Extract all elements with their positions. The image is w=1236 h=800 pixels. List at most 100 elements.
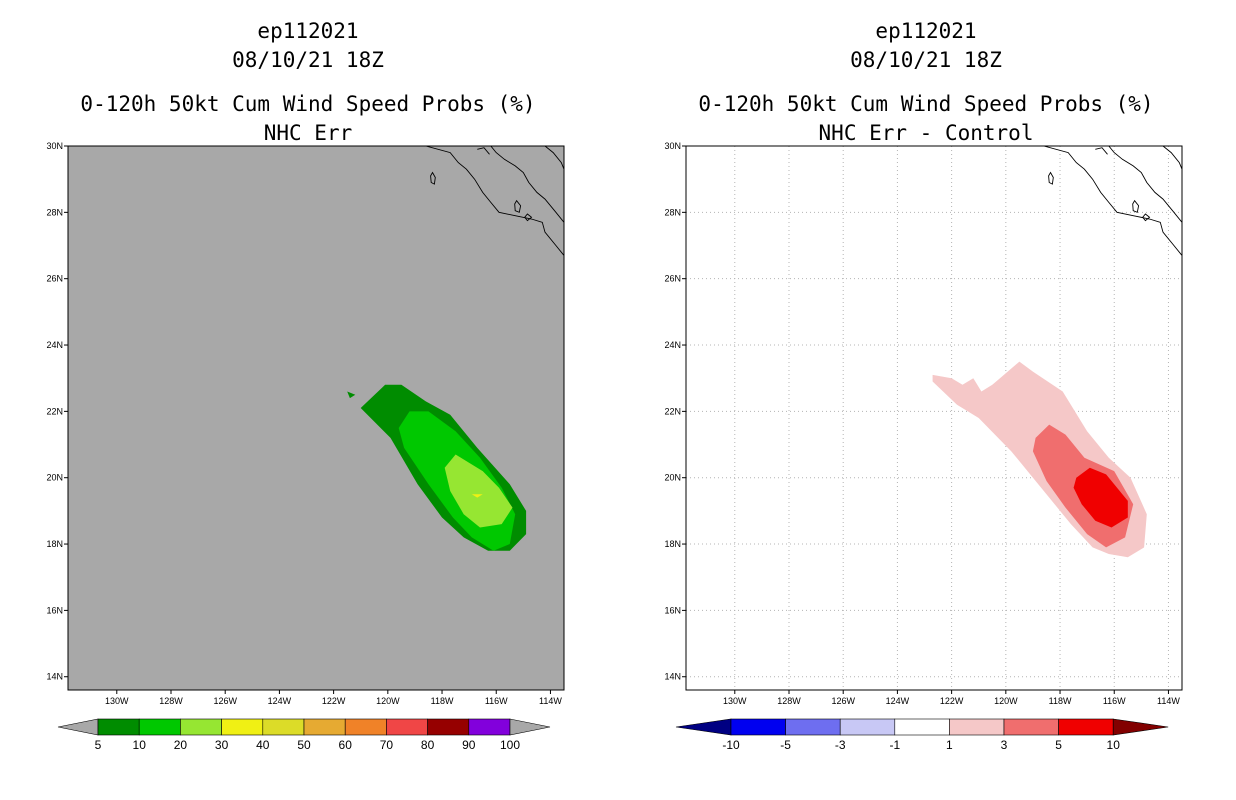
right-coastline-3 <box>1162 146 1182 170</box>
right-colorbar-label-3: -1 <box>889 738 900 752</box>
left-colorbar-cell-4 <box>262 718 305 736</box>
left-colorbar-cell-9 <box>468 718 511 736</box>
right-map-content <box>686 146 1182 690</box>
right-colorbar-cell-4 <box>949 718 1005 736</box>
left-map-background <box>68 146 564 690</box>
left-ytick-label-22N: 22N <box>46 406 63 416</box>
right-colorbar-label-2: -3 <box>835 738 846 752</box>
right-ytick-label-16N: 16N <box>664 605 681 615</box>
left-colorbar-label-4: 40 <box>256 738 270 752</box>
left-probability-map: 130W 128W 126W 124W 122W 120W 118W 116W 114W 14N 1… <box>46 141 565 752</box>
left-colorbar-cell-5 <box>303 718 346 736</box>
right-datetime: 08/10/21 18Z <box>850 48 1002 72</box>
right-ytick-label-22N: 22N <box>664 406 681 416</box>
right-colorbar-cell-3 <box>894 718 950 736</box>
left-coastline-1 <box>490 146 564 223</box>
left-ytick-label-30N: 30N <box>46 141 63 151</box>
right-colorbar-label-1: -5 <box>780 738 791 752</box>
right-colorbar-right-arrow <box>1112 718 1169 736</box>
right-ytick-label-20N: 20N <box>664 473 681 483</box>
left-colorbar-label-10: 100 <box>500 738 520 752</box>
left-colorbar-label-2: 20 <box>174 738 188 752</box>
left-ytick-label-24N: 24N <box>46 340 63 350</box>
right-island-0 <box>1048 171 1054 185</box>
left-colorbar-label-0: 5 <box>95 738 102 752</box>
right-island-2 <box>1142 213 1151 222</box>
left-colorbar-label-6: 60 <box>339 738 353 752</box>
right-map-frame <box>685 145 1183 691</box>
left-ytick-label-26N: 26N <box>46 274 63 284</box>
left-xtick-label-118W: 118W <box>431 696 454 706</box>
right-xtick-label-114W: 114W <box>1157 696 1180 706</box>
left-map-content <box>347 146 564 551</box>
right-difference-map: 130W 128W 126W 124W 122W 120W 118W 116W 114W 14N 1… <box>664 141 1183 752</box>
left-island-2 <box>524 213 533 222</box>
right-xtick-label-118W: 118W <box>1049 696 1072 706</box>
right-colorbar-cell-5 <box>1003 718 1059 736</box>
right-case-id: ep112021 <box>875 19 977 43</box>
right-ytick-label-30N: 30N <box>664 141 681 151</box>
right-xtick-label-128W: 128W <box>777 696 801 706</box>
left-colorbar-cell-7 <box>386 718 428 736</box>
right-colorbar-label-4: 1 <box>946 738 953 752</box>
left-colorbar-left-arrow <box>57 718 99 736</box>
right-ytick-label-28N: 28N <box>664 207 681 217</box>
left-product-title: 0-120h 50kt Cum Wind Speed Probs (%) <box>80 92 536 116</box>
left-coastline-2 <box>477 147 490 155</box>
left-map-frame <box>67 145 565 691</box>
right-coastline-0 <box>1043 146 1182 256</box>
left-xtick-label-126W: 126W <box>213 696 237 706</box>
left-colorbar-cell-0 <box>97 718 140 736</box>
left-colorbar: 5 10 20 30 40 50 60 70 80 90 100 <box>57 718 551 752</box>
left-colorbar-cell-8 <box>427 718 470 736</box>
left-colorbar-right-arrow <box>509 718 551 736</box>
right-colorbar-label-6: 5 <box>1055 738 1062 752</box>
left-ytick-label-18N: 18N <box>46 539 63 549</box>
left-colorbar-label-5: 50 <box>297 738 311 752</box>
right-colorbar-cell-0 <box>730 718 786 736</box>
right-xtick-label-122W: 122W <box>940 696 964 706</box>
left-datetime: 08/10/21 18Z <box>232 48 384 72</box>
left-colorbar-label-9: 90 <box>462 738 476 752</box>
right-subtitle: NHC Err - Control <box>818 121 1034 145</box>
left-colorbar-label-8: 80 <box>421 738 435 752</box>
left-xtick-label-120W: 120W <box>376 696 400 706</box>
left-colorbar-label-7: 70 <box>380 738 394 752</box>
left-colorbar-label-1: 10 <box>133 738 147 752</box>
left-ytick-label-20N: 20N <box>46 473 63 483</box>
right-coastline-1 <box>1108 146 1182 223</box>
right-coastline-2 <box>1095 147 1108 155</box>
right-colorbar-label-7: 10 <box>1107 738 1121 752</box>
left-xtick-label-122W: 122W <box>322 696 346 706</box>
left-ytick-label-14N: 14N <box>46 672 63 682</box>
right-colorbar: -10 -5 -3 -1 1 3 5 10 <box>675 718 1169 752</box>
right-ytick-label-26N: 26N <box>664 274 681 284</box>
right-xtick-label-126W: 126W <box>831 696 855 706</box>
left-contour-region-5-10-4 <box>347 391 356 399</box>
left-coastline-3 <box>544 146 564 170</box>
right-colorbar-left-arrow <box>675 718 732 736</box>
left-contour-region-30-40-3 <box>471 494 483 498</box>
right-xtick-label-116W: 116W <box>1103 696 1126 706</box>
left-subtitle: NHC Err <box>263 121 353 145</box>
right-colorbar-cell-2 <box>839 718 896 736</box>
left-ytick-label-16N: 16N <box>46 605 63 615</box>
right-contour-region-5-10-2 <box>1073 467 1128 528</box>
right-ytick-label-14N: 14N <box>664 672 681 682</box>
right-map-background <box>686 146 1182 690</box>
right-ytick-label-18N: 18N <box>664 539 681 549</box>
right-island-1 <box>1132 199 1140 213</box>
right-ytick-label-24N: 24N <box>664 340 681 350</box>
right-xtick-label-124W: 124W <box>886 696 910 706</box>
left-colorbar-cell-3 <box>221 718 264 736</box>
left-xtick-label-124W: 124W <box>268 696 292 706</box>
left-colorbar-label-3: 30 <box>215 738 229 752</box>
left-xtick-label-116W: 116W <box>485 696 508 706</box>
right-xtick-label-130W: 130W <box>723 696 747 706</box>
left-xtick-label-114W: 114W <box>539 696 562 706</box>
left-ytick-label-28N: 28N <box>46 207 63 217</box>
right-colorbar-label-5: 3 <box>1001 738 1008 752</box>
right-colorbar-label-0: -10 <box>722 738 740 752</box>
left-island-1 <box>514 199 522 213</box>
left-colorbar-cell-6 <box>344 718 387 736</box>
